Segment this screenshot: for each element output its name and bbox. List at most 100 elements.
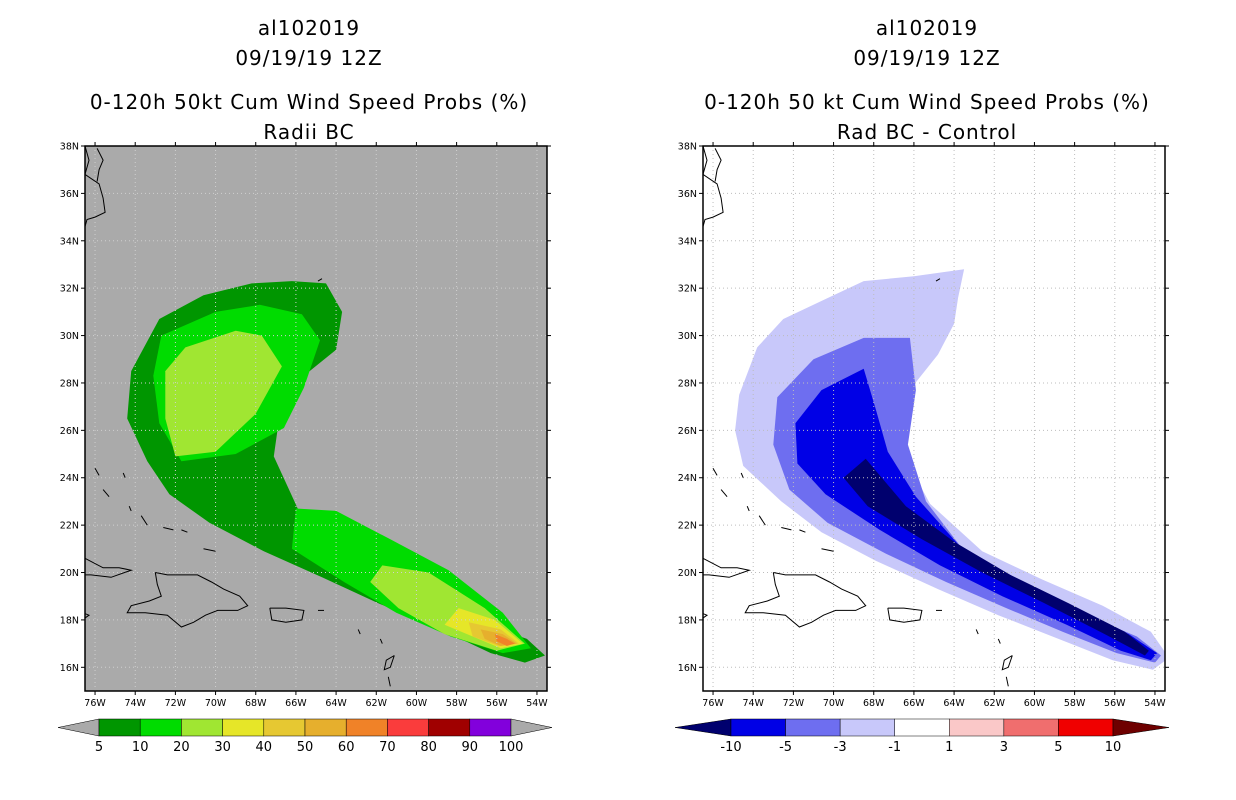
left-lon-label: 76W [84, 698, 106, 709]
right-lon-label: 72W [783, 698, 805, 709]
left-coastline-19 [203, 548, 216, 552]
left-contour-band-2 [165, 330, 282, 457]
right-legend-label: -1 [888, 740, 901, 755]
right-lat-label: 26N [678, 426, 697, 437]
right-coastline-10 [975, 629, 979, 635]
left-lon-label: 66W [285, 698, 307, 709]
left-coastline-9 [387, 676, 391, 687]
left-legend-label: 20 [173, 740, 190, 755]
left-contour-band-8 [494, 634, 515, 646]
left-legend-box-4 [263, 718, 306, 737]
left-legend-label: 90 [462, 740, 479, 755]
left-legend-label: 80 [420, 740, 437, 755]
left-coastline-12 [163, 527, 174, 531]
right-lat-label: 16N [678, 663, 697, 674]
right-legend-box-0 [730, 718, 786, 737]
left-legend-box-5 [304, 718, 347, 737]
left-lat-label: 30N [60, 331, 79, 342]
left-legend-box-0 [98, 718, 141, 737]
left-lon-label: 72W [165, 698, 187, 709]
right-lat-label: 28N [678, 378, 697, 389]
right-legend-over-arrow [1112, 718, 1170, 737]
right-lat-label: 24N [678, 473, 697, 484]
left-lat-label: 38N [60, 142, 79, 153]
left-title-product: 0-120h 50kt Cum Wind Speed Probs (%) [89, 90, 529, 114]
left-legend-box-9 [469, 718, 512, 737]
right-title-date: 09/19/19 12Z [853, 46, 1001, 70]
left-lat-label: 16N [60, 663, 79, 674]
left-coastline-11 [317, 278, 323, 282]
left-legend-box-7 [387, 718, 429, 737]
left-lon-label: 62W [366, 698, 388, 709]
left-coastline-8 [383, 655, 395, 671]
right-panel: al102019 09/19/19 12Z 0-120h 50 kt Cum W… [618, 0, 1236, 800]
left-lon-label: 56W [486, 698, 508, 709]
left-lat-label: 32N [60, 284, 79, 295]
right-coastline-15 [720, 489, 728, 498]
right-legend-box-6 [1058, 718, 1114, 737]
right-lon-label: 54W [1144, 698, 1166, 709]
left-lat-label: 36N [60, 189, 79, 200]
left-legend-label: 50 [297, 740, 314, 755]
right-lon-label: 66W [903, 698, 925, 709]
left-legend: 5 10 20 30 40 50 60 70 80 90 100 [57, 718, 553, 755]
right-lat-label: 38N [678, 142, 697, 153]
left-lat-label: 24N [60, 473, 79, 484]
right-legend-box-1 [785, 718, 841, 737]
left-coastline-10 [357, 629, 361, 635]
right-coastline-1 [714, 148, 722, 182]
left-legend-label: 100 [499, 740, 524, 755]
right-legend-box-2 [839, 718, 895, 737]
right-coastline-8 [1001, 655, 1013, 671]
right-title-subtitle: Rad BC - Control [836, 120, 1018, 144]
right-lon-label: 68W [863, 698, 885, 709]
right-lat-label: 36N [678, 189, 697, 200]
right-legend-under-arrow [674, 718, 732, 737]
left-lon-label: 60W [406, 698, 428, 709]
left-lat-label: 18N [60, 615, 79, 626]
left-legend-box-3 [222, 718, 265, 737]
left-legend-under-arrow [57, 718, 100, 737]
left-legend-label: 60 [338, 740, 355, 755]
left-coastline-14 [128, 506, 132, 512]
right-coastline-0 [703, 146, 724, 227]
left-legend-label: 30 [214, 740, 231, 755]
right-map: 38N 36N 34N 32N 30N 28N 26N 24N 22N 20N 18N 16N 76W 7… [674, 142, 1170, 755]
left-coastline-7 [379, 638, 383, 644]
left-coastline-17 [122, 472, 126, 478]
left-panel: al102019 09/19/19 12Z 0-120h 50kt Cum Wi… [57, 16, 553, 755]
left-legend-label: 40 [256, 740, 273, 755]
right-lon-label: 64W [943, 698, 965, 709]
right-coastline-12 [781, 527, 792, 531]
left-coastline-2 [85, 557, 134, 578]
left-legend-over-arrow [510, 718, 553, 737]
right-lat-label: 34N [678, 236, 697, 247]
left-coastline-13 [140, 515, 148, 526]
left-map-frame [84, 145, 548, 692]
right-legend-label: 1 [945, 740, 953, 755]
right-coastline-7 [997, 638, 1001, 644]
right-lon-label: 60W [1024, 698, 1046, 709]
right-legend-box-3 [894, 718, 950, 737]
right-lon-label: 58W [1064, 698, 1086, 709]
right-lon-label: 74W [742, 698, 764, 709]
right-legend: -10 -5 -3 -1 1 3 5 10 [674, 718, 1170, 755]
right-legend-label: 5 [1054, 740, 1062, 755]
right-coastline-11 [935, 278, 941, 282]
right-coastline-18 [799, 529, 806, 533]
right-lon-label: 76W [702, 698, 724, 709]
right-coastline-13 [758, 515, 766, 526]
left-coastline-1 [96, 148, 104, 182]
right-title-storm: al102019 [875, 16, 979, 40]
left-lon-label: 70W [205, 698, 227, 709]
right-coastline-4 [887, 607, 923, 623]
left-lat-label: 26N [60, 426, 79, 437]
right-lat-label: 22N [678, 521, 697, 532]
right-lat-label: 18N [678, 615, 697, 626]
right-coastline-16 [712, 468, 718, 476]
right-legend-label: -3 [834, 740, 847, 755]
right-lat-label: 20N [678, 568, 697, 579]
left-lat-label: 20N [60, 568, 79, 579]
left-legend-box-6 [345, 718, 388, 737]
left-lat-label: 34N [60, 236, 79, 247]
